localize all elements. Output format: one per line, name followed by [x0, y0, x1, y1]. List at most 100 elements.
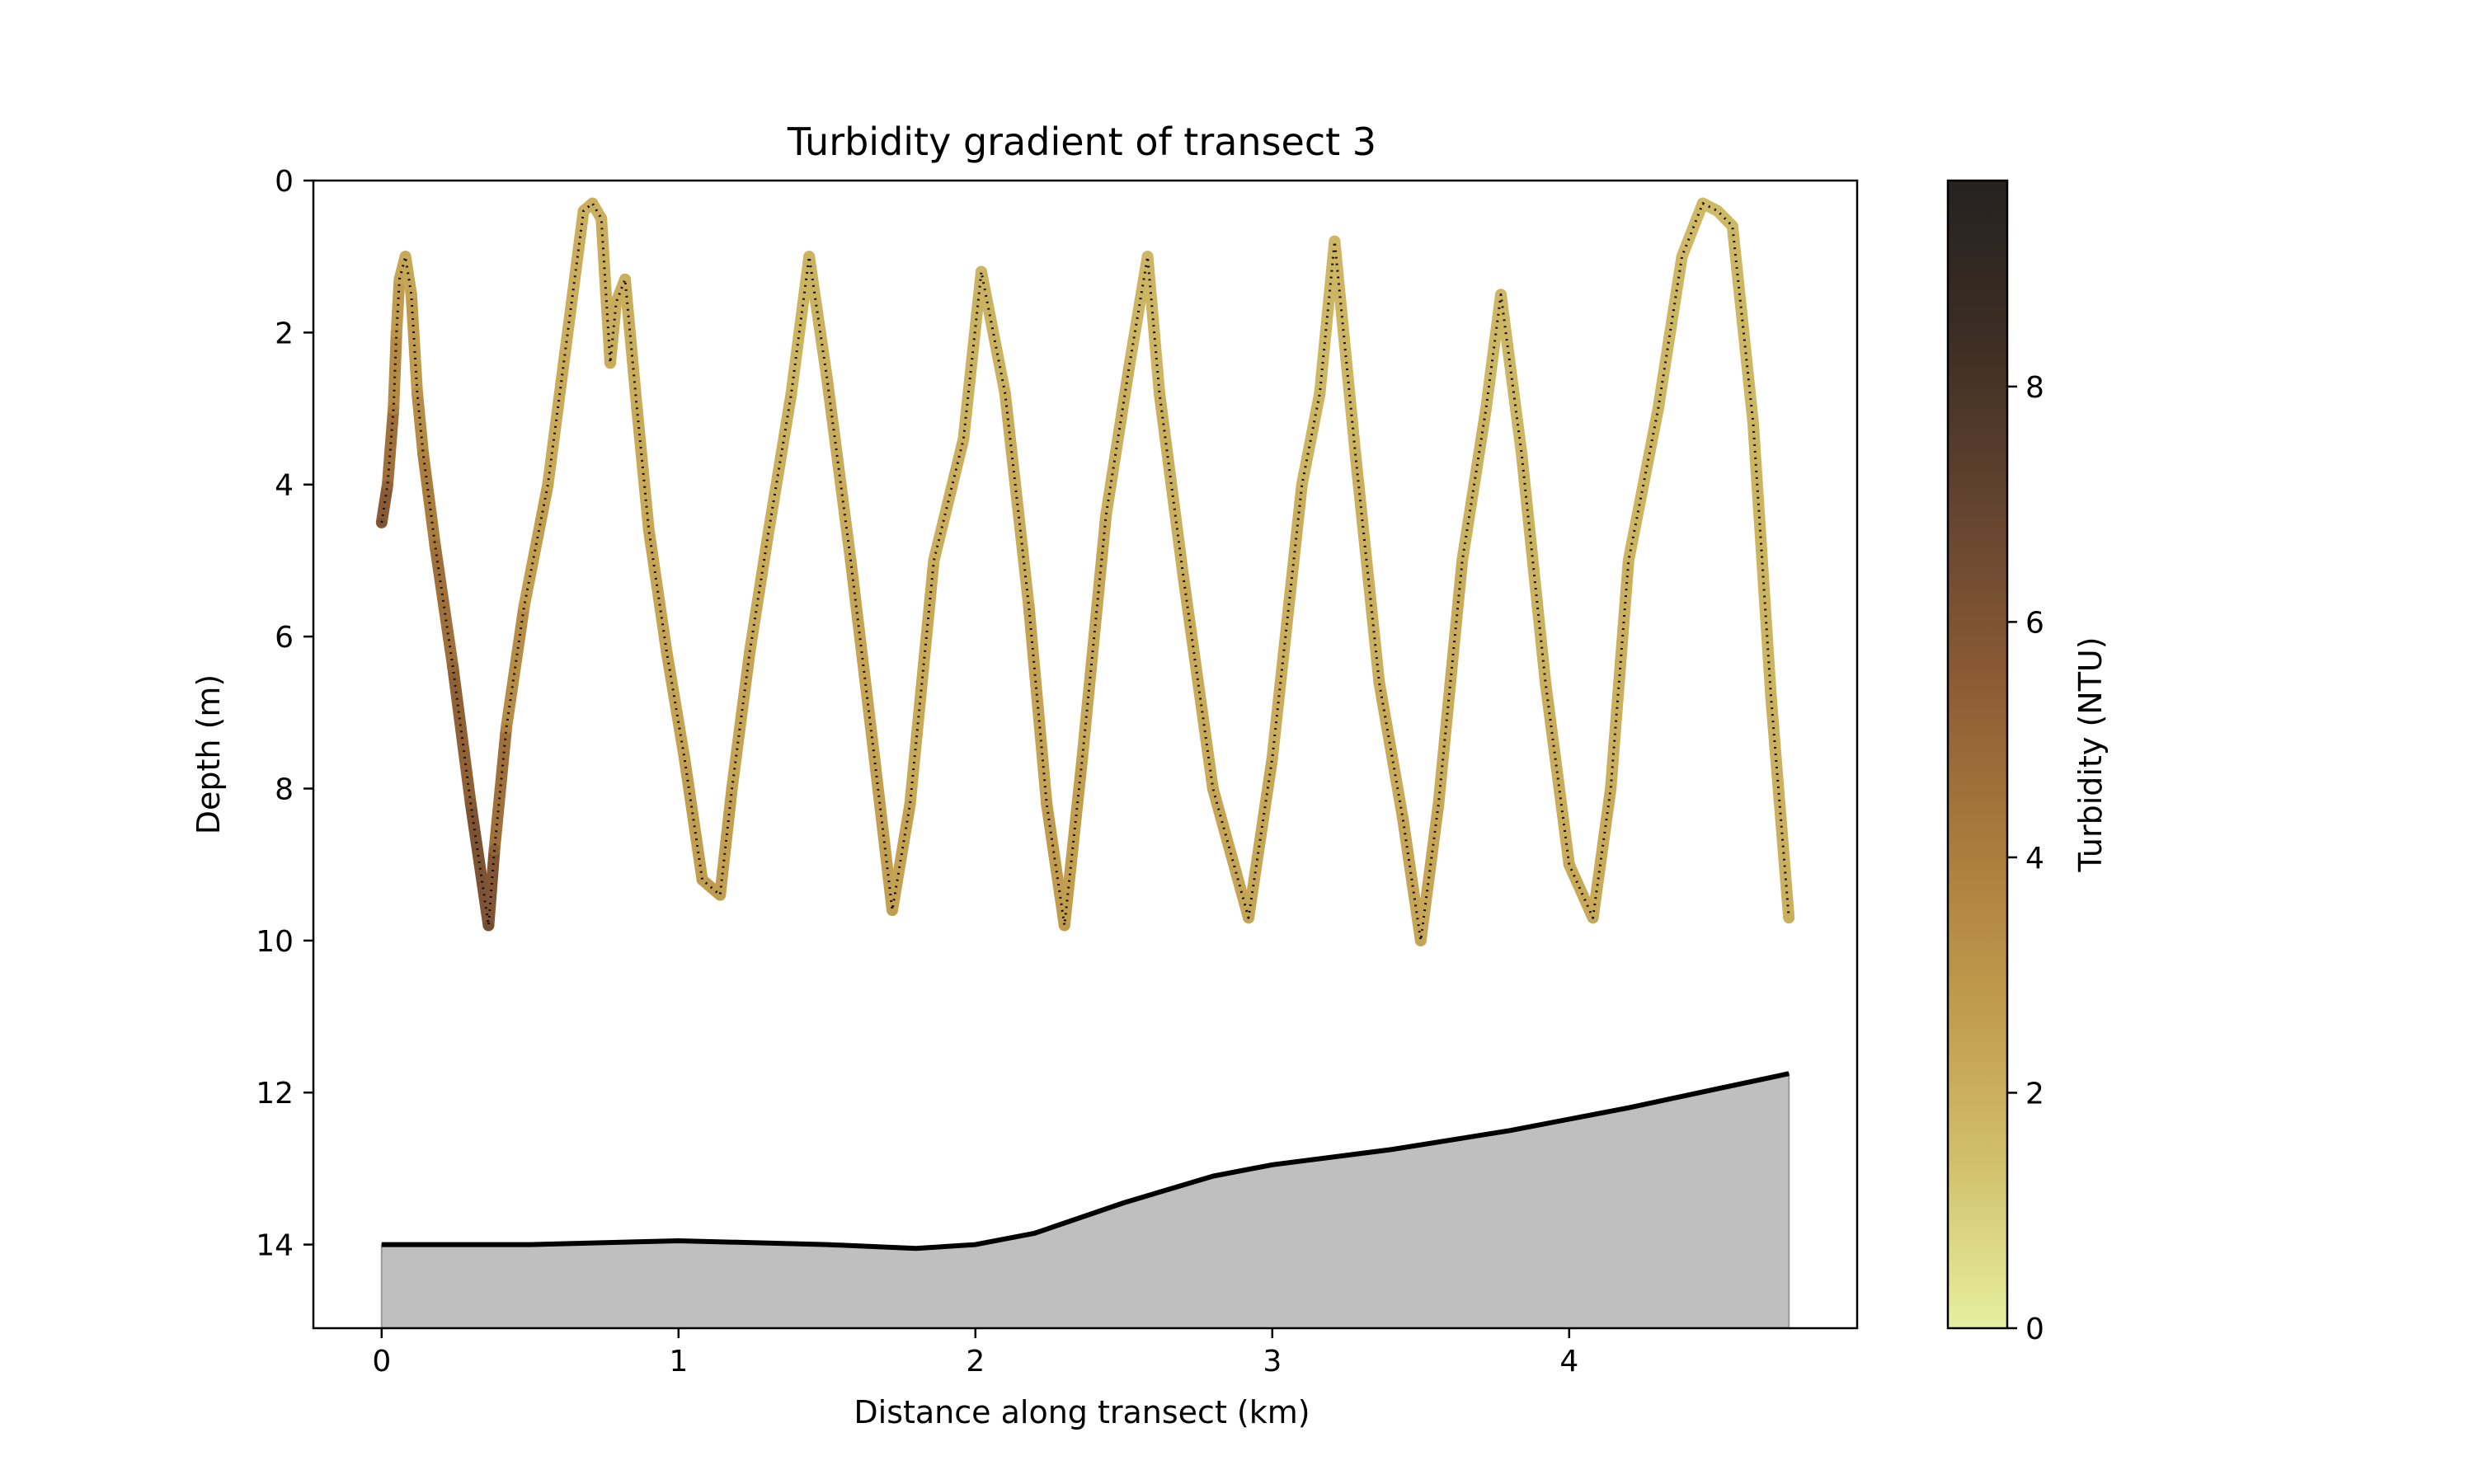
- track-point: [430, 540, 440, 551]
- track-segment: [560, 204, 590, 354]
- track-point: [391, 327, 402, 338]
- track-point: [1155, 388, 1164, 399]
- track-point: [1564, 859, 1574, 870]
- x-tick-label: 3: [1263, 1345, 1282, 1378]
- track-point: [400, 251, 411, 262]
- colorbar-tick-label: 2: [2025, 1077, 2044, 1111]
- track-point: [929, 555, 939, 566]
- track-segment: [375, 478, 393, 528]
- track-point: [1606, 783, 1616, 794]
- track-segment: [518, 478, 554, 613]
- track-segment: [417, 448, 441, 552]
- track-segment: [382, 402, 400, 491]
- x-tick-label: 4: [1559, 1345, 1578, 1378]
- seafloor-area: [380, 1072, 1790, 1328]
- y-tick-label: 0: [275, 165, 294, 199]
- plot-frame: [312, 179, 1859, 1330]
- track-segment: [482, 843, 501, 932]
- x-tick-label: 0: [372, 1345, 391, 1378]
- colorbar-tick-label: 0: [2025, 1313, 2044, 1346]
- track-point: [1540, 677, 1550, 688]
- colorbar: [1946, 179, 2009, 1330]
- track-point: [804, 251, 815, 262]
- track-point: [587, 198, 598, 209]
- track-segment: [1652, 251, 1688, 415]
- track-point: [1623, 555, 1634, 566]
- y-tick-label: 14: [256, 1229, 294, 1263]
- track-point: [715, 890, 726, 900]
- track-point: [611, 297, 622, 308]
- track-point: [976, 266, 986, 277]
- colorbar-label: Turbidity (NTU): [2072, 636, 2109, 872]
- track-point: [489, 844, 500, 855]
- track-segment: [714, 782, 738, 901]
- track-segment: [744, 532, 774, 658]
- track-segment: [1373, 676, 1409, 825]
- colorbar-tick-label: 8: [2025, 371, 2044, 405]
- seafloor-line: [381, 1071, 1790, 1252]
- track-point: [1296, 479, 1307, 490]
- track-point: [1517, 448, 1527, 459]
- track-segment: [1076, 509, 1112, 764]
- track-segment: [1495, 289, 1528, 460]
- track-segment: [904, 554, 940, 810]
- track-point: [1398, 814, 1409, 824]
- track-point: [1329, 236, 1340, 247]
- track-point: [1207, 783, 1218, 794]
- y-tick-label: 8: [275, 773, 294, 806]
- track-point: [643, 525, 654, 536]
- track-point: [412, 388, 422, 399]
- track-point: [1748, 418, 1758, 429]
- track-point: [1042, 798, 1052, 809]
- x-tick-label: 2: [966, 1345, 985, 1378]
- chart-title: Turbidity gradient of transect 3: [787, 120, 1376, 164]
- track-segment: [1726, 220, 1759, 430]
- track-point: [1077, 753, 1088, 763]
- colorbar-tick-label: 4: [2025, 842, 2044, 876]
- track-point: [501, 722, 511, 733]
- track-point: [905, 798, 915, 809]
- seafloor-layer: [380, 1071, 1790, 1328]
- track-segment: [1587, 782, 1617, 924]
- track-point: [620, 274, 630, 284]
- track-point: [519, 601, 529, 612]
- track-segment: [887, 797, 916, 916]
- track-segment: [1747, 417, 1777, 703]
- track-point: [1374, 677, 1385, 688]
- track-segment: [1141, 251, 1165, 400]
- track-segment: [399, 251, 417, 301]
- track-segment: [405, 289, 423, 400]
- y-axis-ticks: 0 2 4 6 8 10 12 14: [256, 165, 313, 1263]
- track-segment: [542, 341, 571, 491]
- glider-track-layer: [375, 197, 1795, 946]
- track-point: [1481, 403, 1491, 414]
- track-point: [1457, 555, 1468, 566]
- track-segment: [1100, 357, 1136, 521]
- track-segment: [619, 273, 643, 415]
- track-point: [869, 753, 880, 763]
- y-tick-label: 12: [256, 1077, 294, 1111]
- y-tick-label: 2: [275, 317, 294, 350]
- track-point: [1142, 251, 1153, 262]
- track-segment: [447, 660, 477, 810]
- track-point: [1101, 510, 1112, 520]
- y-tick-label: 10: [256, 925, 294, 959]
- track-segment: [1516, 448, 1551, 688]
- track-point: [483, 920, 494, 931]
- track-point: [1784, 913, 1794, 923]
- track-segment: [1023, 600, 1053, 810]
- track-segment: [726, 646, 756, 795]
- track-point: [448, 661, 459, 672]
- colorbar-tick-label: 6: [2025, 606, 2044, 640]
- track-point: [1415, 935, 1426, 946]
- track-point: [697, 875, 708, 885]
- track-point: [786, 388, 797, 399]
- track-point: [958, 434, 969, 444]
- track-point: [1677, 251, 1687, 262]
- track-segment: [488, 721, 512, 856]
- track-segment: [1349, 448, 1385, 688]
- track-segment: [1177, 570, 1219, 795]
- track-segment: [679, 752, 708, 886]
- track-point: [661, 646, 672, 657]
